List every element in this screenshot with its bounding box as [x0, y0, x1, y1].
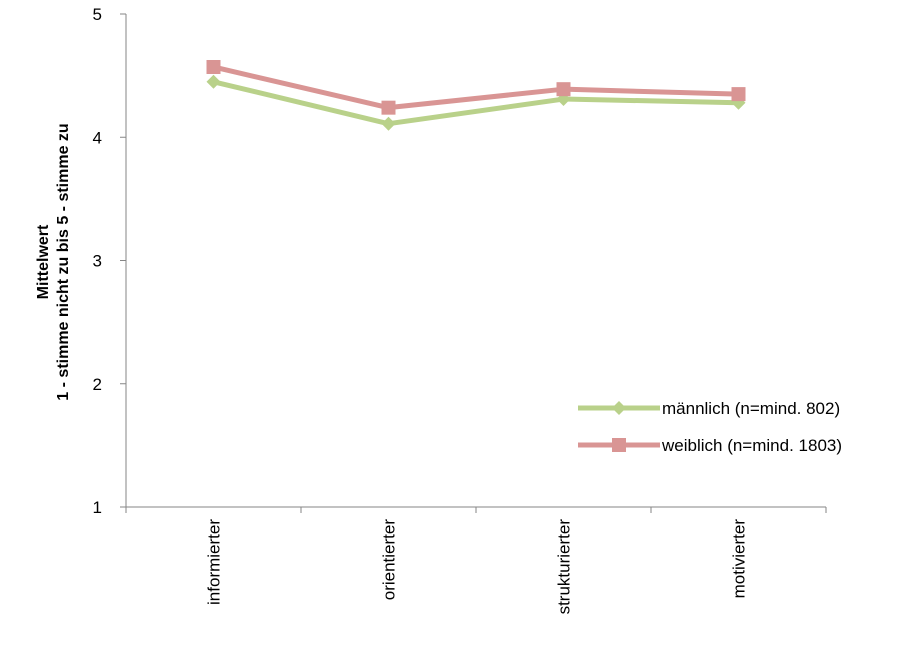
x-category-label: strukturierter — [555, 519, 574, 615]
x-category-label: informierter — [205, 519, 224, 605]
legend-marker-square — [612, 438, 626, 452]
y-tick-label: 2 — [93, 375, 102, 394]
x-category-label: orientierter — [380, 519, 399, 601]
y-axis-label-line2: 1 - stimme nicht zu bis 5 - stimme zu — [55, 123, 72, 400]
legend-label-0: männlich (n=mind. 802) — [662, 399, 840, 418]
y-tick-label: 4 — [93, 128, 102, 147]
legend: männlich (n=mind. 802) weiblich (n=mind. … — [578, 399, 842, 455]
y-axis-label: Mittelwert 1 - stimme nicht zu bis 5 - s… — [35, 123, 72, 400]
series-line-1 — [212, 64, 739, 111]
legend-label-1: weiblich (n=mind. 1803) — [661, 436, 842, 455]
data-point-diamond — [381, 116, 396, 131]
y-tick-label: 3 — [93, 252, 102, 271]
data-point-square — [556, 82, 571, 97]
data-point-square — [206, 59, 221, 74]
x-category-label: motivierter — [730, 519, 749, 599]
legend-marker-diamond — [612, 401, 626, 415]
y-axis-label-line1: Mittelwert — [35, 224, 52, 299]
axes: 1 2 3 4 5 informierter orientierter strukturier… — [93, 5, 827, 615]
series-lines — [206, 59, 746, 131]
series-line-0 — [212, 79, 739, 127]
data-point-square — [381, 100, 396, 115]
y-tick-label: 5 — [93, 5, 102, 24]
data-point-diamond — [206, 74, 221, 89]
data-point-square — [731, 87, 746, 102]
y-tick-label: 1 — [93, 498, 102, 517]
